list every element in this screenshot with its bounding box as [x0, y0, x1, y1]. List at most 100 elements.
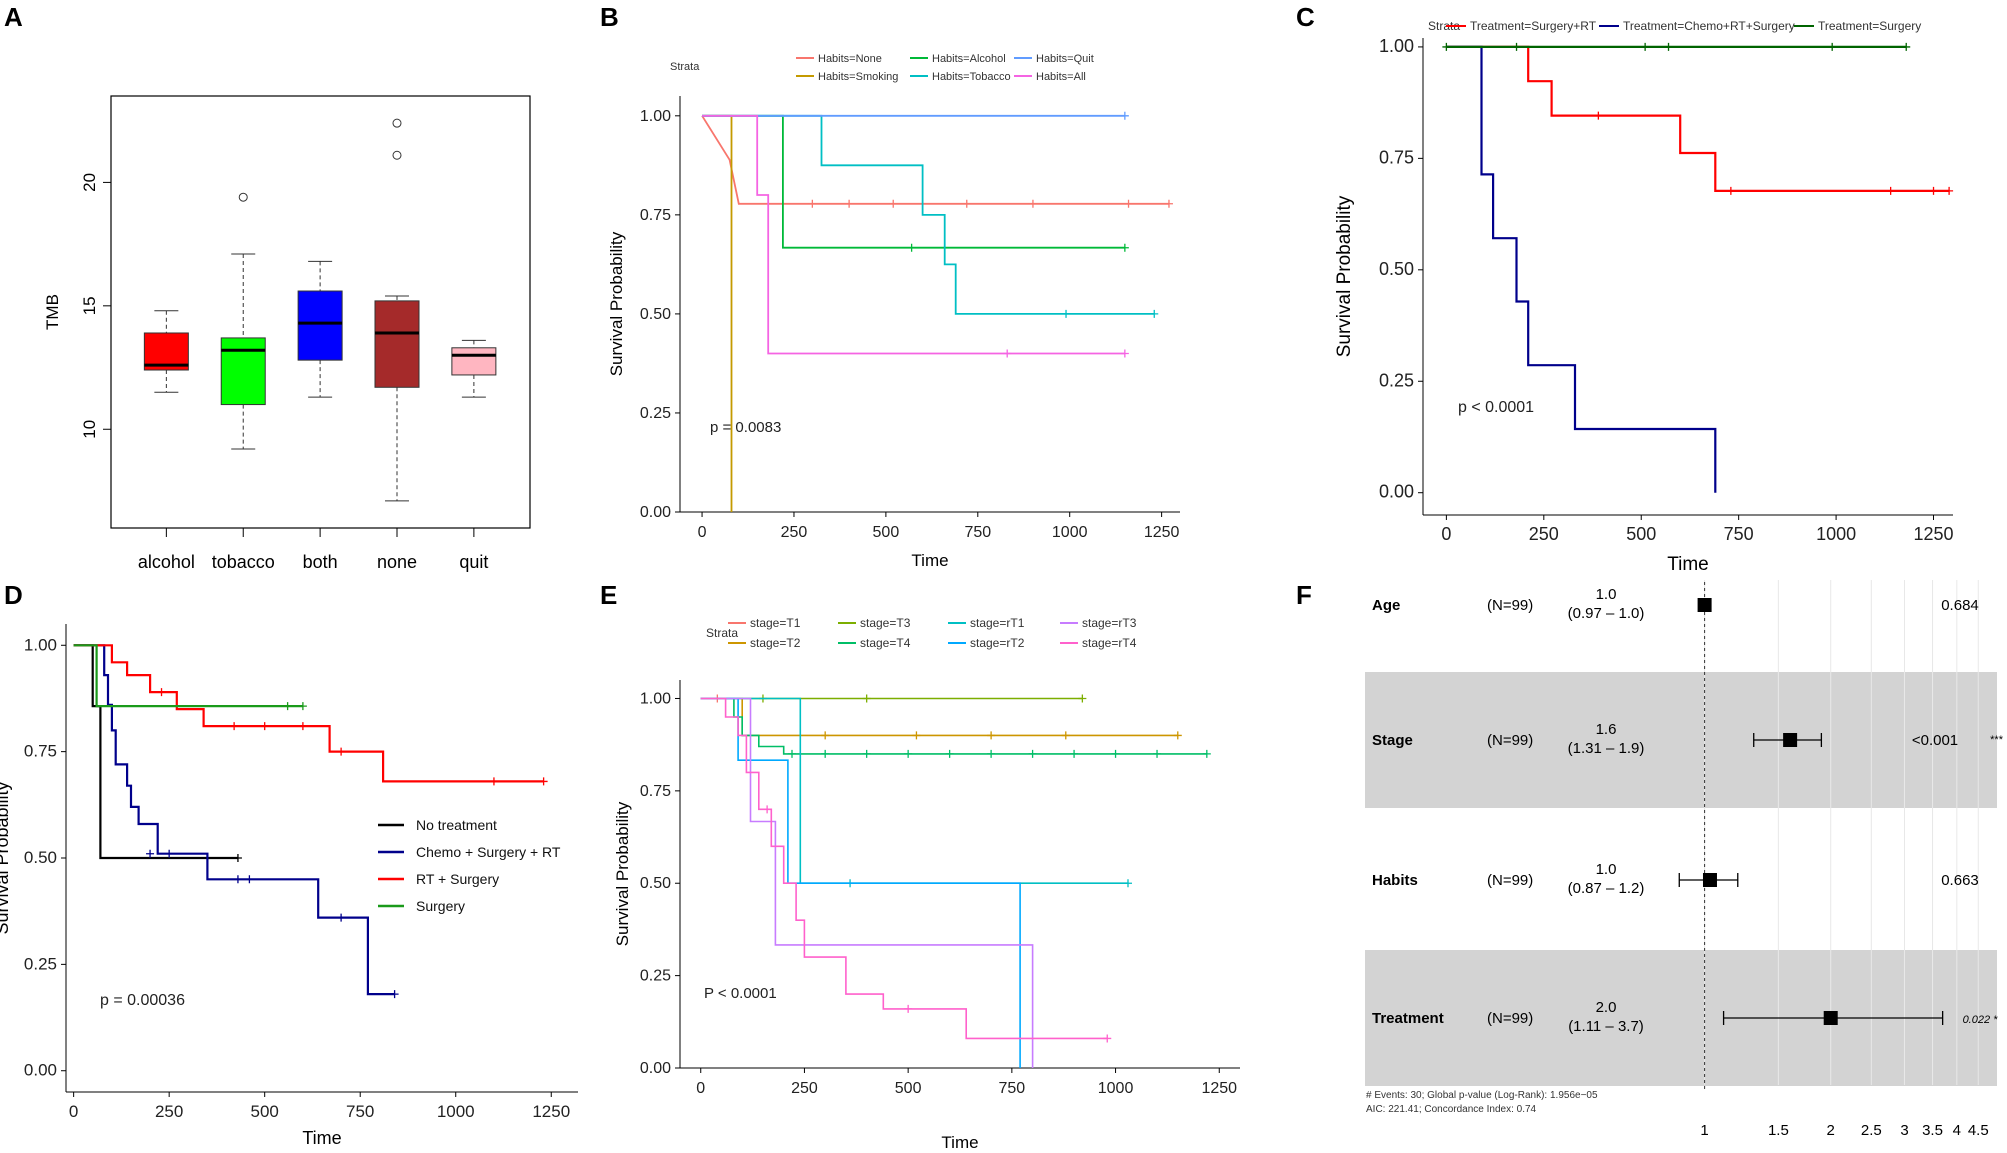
- panel-label-f: F: [1296, 580, 1312, 610]
- x-tick-label: 1: [1700, 1122, 1708, 1139]
- censor-mark: [157, 688, 166, 697]
- x-axis-label: Time: [911, 551, 948, 570]
- censor-mark: [821, 731, 830, 740]
- censor-mark: [987, 749, 996, 758]
- y-tick-label: 0.00: [1379, 482, 1414, 502]
- x-tick-label: 4: [1953, 1122, 1961, 1139]
- censor-mark: [1003, 349, 1012, 358]
- censor-mark: [907, 243, 916, 252]
- box-quit: [451, 347, 497, 376]
- censor-mark: [808, 199, 817, 208]
- x-axis-label: Time: [1667, 554, 1709, 575]
- y-tick-label: 1.00: [24, 635, 57, 654]
- censor-mark: [1061, 731, 1070, 740]
- censor-mark: [1641, 42, 1650, 51]
- box-none: [374, 300, 420, 388]
- row-n: (N=99): [1487, 1010, 1533, 1027]
- row-variable: Age: [1372, 597, 1400, 614]
- y-tick-label: 0.00: [24, 1061, 57, 1080]
- x-tick-label: 1000: [1816, 524, 1856, 544]
- panel-f-svg: F Age (N=99) 1.0 (0.97 – 1.0) 0.684 Stage (N=9…: [1296, 580, 2004, 1139]
- y-tick-label: 1.00: [1379, 36, 1414, 56]
- censor-mark: [1062, 309, 1071, 318]
- censor-mark: [1153, 749, 1162, 758]
- km-habits-plot-area: 0.00 0.25 0.50 0.75 1.00 0 250 500 750 1000 1250 Ti…: [607, 53, 1180, 570]
- y-axis-label: TMB: [43, 294, 62, 330]
- km-curve-Habits=All: [702, 114, 1125, 355]
- hr-point: [1702, 873, 1717, 887]
- ci-caps: [1722, 1011, 1944, 1025]
- km-treatment-plot-area: 0.00 0.25 0.50 0.75 1.00 0 250 500 750 1000 1250 Ti…: [1334, 19, 1954, 575]
- censor-mark: [298, 702, 307, 711]
- box-tobacco: [220, 337, 266, 406]
- row-p: 0.663: [1941, 872, 1979, 889]
- x-tick-label: 250: [791, 1080, 818, 1097]
- x-tick-label: tobacco: [212, 552, 275, 572]
- x-tick-label: 0: [1441, 524, 1451, 544]
- km-curve-No treatment: [73, 644, 238, 860]
- censor-mark: [245, 875, 254, 884]
- panel-a-svg: A 10 15 20 TMB alcohol tobacco both none quit: [4, 2, 531, 572]
- x-tick-label: 500: [1626, 524, 1656, 544]
- km-curve-Surgery: [73, 644, 303, 708]
- row-n: (N=99): [1487, 732, 1533, 749]
- y-axis-label: Survival Probability: [613, 801, 632, 946]
- censor-mark: [912, 731, 921, 740]
- x-tick-label: both: [303, 552, 338, 572]
- legend-item: Habits=None: [818, 53, 882, 65]
- legend-item: stage=rT4: [1082, 636, 1137, 650]
- row-p: 0.684: [1941, 597, 1979, 614]
- legend-item: stage=T1: [750, 616, 801, 630]
- km-curve-Treatment=Chemo+RT+Surgery: [1446, 45, 1717, 493]
- legend-item: stage=T4: [860, 636, 911, 650]
- censor-mark: [763, 805, 772, 814]
- x-tick-label: 2: [1827, 1122, 1835, 1139]
- box-outlier: [238, 192, 248, 202]
- legend-item: stage=T2: [750, 636, 801, 650]
- km-curve-Treatment=Surgery+RT: [1446, 45, 1950, 192]
- row-p: <0.001: [1912, 732, 1958, 749]
- censor-mark: [1202, 749, 1211, 758]
- box-outlier: [392, 118, 402, 128]
- row-ci: (0.97 – 1.0): [1568, 605, 1645, 622]
- censor-mark: [821, 749, 830, 758]
- x-tick-label: 3: [1900, 1122, 1908, 1139]
- p-value-label: P < 0.0001: [704, 985, 777, 1002]
- p-value-label: p = 0.0083: [710, 419, 781, 436]
- censor-mark: [1120, 243, 1129, 252]
- x-tick-label: 500: [895, 1080, 922, 1097]
- x-tick-label: 1250: [1144, 524, 1180, 541]
- censor-mark: [1028, 749, 1037, 758]
- x-tick-label: 250: [1529, 524, 1559, 544]
- km-curve-stage=rT3: [700, 697, 1034, 1068]
- censor-mark: [1945, 186, 1954, 195]
- y-axis-label: Survival Probability: [1334, 195, 1355, 357]
- censor-mark: [1594, 111, 1603, 120]
- legend-title: Strata: [1428, 19, 1460, 33]
- censor-mark: [1512, 42, 1521, 51]
- row-n: (N=99): [1487, 872, 1533, 889]
- boxplot-plot-area: 10 15 20 TMB alcohol tobacco both none quit: [43, 95, 531, 572]
- censor-mark: [146, 849, 155, 858]
- km-curve-stage=T2: [700, 697, 1178, 737]
- km-treatment-group-plot-area: 0.00 0.25 0.50 0.75 1.00 0 250 500 750 1000 1250 Ti…: [0, 624, 578, 1148]
- legend-item: RT + Surgery: [416, 871, 499, 887]
- panel-label-e: E: [600, 580, 617, 610]
- legend-item: No treatment: [416, 817, 497, 833]
- y-tick-label: 0.00: [640, 504, 671, 521]
- panel-a-tmb-boxplot: A 10 15 20 TMB alcohol tobacco both none quit: [0, 0, 600, 580]
- censor-mark: [1886, 186, 1895, 195]
- panel-label-a: A: [4, 2, 23, 32]
- censor-mark: [1164, 199, 1173, 208]
- censor-mark: [1103, 1034, 1112, 1043]
- ci-caps: [1678, 873, 1739, 887]
- panel-d-km-treatment-group: D 0.00 0.25 0.50 0.75 1.00 0 250 500 750 1000 1250…: [0, 580, 600, 1153]
- row-band-shaded: [1365, 672, 1997, 808]
- censor-mark: [390, 990, 399, 999]
- panel-label-b: B: [600, 2, 619, 32]
- row-ci: (1.31 – 1.9): [1568, 740, 1645, 757]
- km-curve-Habits=None: [701, 115, 1169, 205]
- km-curve-stage=rT4: [700, 697, 1108, 1040]
- legend-item: Habits=Tobacco: [932, 71, 1011, 83]
- x-tick-label: 1000: [437, 1102, 475, 1121]
